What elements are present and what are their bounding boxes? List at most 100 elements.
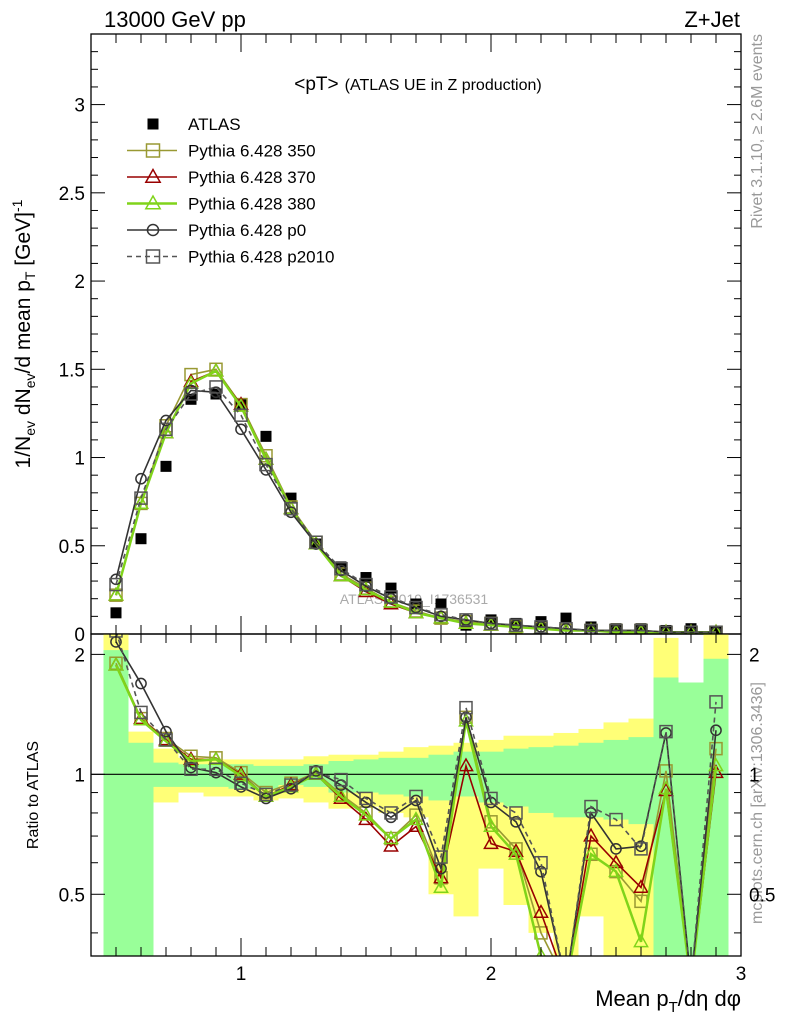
ratio-series-line <box>115 641 717 956</box>
main-data-point <box>484 616 498 631</box>
main-data-point <box>359 577 373 592</box>
ratio-ytick-label-right: 0.5 <box>749 885 775 906</box>
main-ytick-label: 0 <box>74 625 85 646</box>
ratio-data-point <box>633 933 649 948</box>
main-panel: <pT> (ATLAS UE in Z production) 1/Nev dNe… <box>9 33 742 646</box>
ratio-xtick-label: 2 <box>486 964 497 985</box>
ratio-band-stat <box>428 754 454 801</box>
ratio-series-line <box>116 634 717 956</box>
main-data-point <box>184 387 198 401</box>
ratio-data-point <box>309 765 323 780</box>
ratio-data-point <box>234 776 248 790</box>
ratio-data-point <box>709 741 723 756</box>
main-data-point <box>335 561 347 573</box>
main-data-point <box>710 626 722 634</box>
main-data-point <box>309 535 323 549</box>
main-y-axis-label: 1/Nev dNev/d mean pT [GeV]-1 <box>9 199 38 468</box>
legend-label: Pythia 6.428 380 <box>188 195 316 214</box>
main-data-point <box>534 620 548 634</box>
main-data-point <box>609 623 623 634</box>
main-data-point <box>109 577 123 592</box>
legend-marker <box>144 194 162 210</box>
main-data-point <box>635 623 647 634</box>
ratio-xtick-label: 1 <box>236 964 247 985</box>
main-data-point <box>285 492 297 504</box>
ratio-data-point <box>358 806 374 821</box>
main-data-point <box>660 623 672 634</box>
ratio-data-point <box>235 781 247 793</box>
ratio-data-point <box>184 762 198 776</box>
ylabel-part-d: ev <box>22 373 38 388</box>
ratio-data-point <box>559 976 572 988</box>
ratio-band-stat <box>603 739 629 820</box>
main-data-point <box>459 613 473 627</box>
ratio-data-point <box>285 782 297 795</box>
main-data-point <box>259 457 273 472</box>
ratio-data-point <box>609 812 623 827</box>
main-data-point <box>384 590 398 604</box>
main-axis-ticks: 0 0.5 1 1.5 2 2.5 3 <box>59 33 742 646</box>
legend-label: ATLAS <box>188 115 241 134</box>
ratio-data-point <box>658 780 674 795</box>
ratio-data-point <box>608 863 624 878</box>
ratio-panel: 0.5 0.5 1 1 2 2 1 2 3 Ratio to ATLAS Mean pT/dη … <box>25 633 775 1016</box>
legend-marker <box>146 223 160 237</box>
legend-marker <box>145 143 161 158</box>
legend-label: Pythia 6.428 p2010 <box>188 248 335 267</box>
header-right: Z+Jet <box>684 7 740 32</box>
legend-label: Pythia 6.428 350 <box>188 142 316 161</box>
main-data-point <box>409 600 423 615</box>
main-series-5 <box>109 380 723 634</box>
xlabel-part-a: Mean p <box>595 986 668 1011</box>
ratio-data-point <box>508 845 524 860</box>
ratio-band-stat <box>253 765 279 789</box>
ratio-series <box>108 634 724 988</box>
mcplots-label: mcplots.cern.ch [arXiv:1306.3436] <box>749 682 766 924</box>
main-data-point <box>410 601 422 614</box>
main-ytick-label: 2.5 <box>59 184 85 205</box>
main-data-point <box>709 625 723 634</box>
main-ytick-label: 0.5 <box>59 537 85 558</box>
legend-marker <box>145 249 161 264</box>
main-data-point <box>160 414 172 427</box>
ratio-ytick-label-right: 2 <box>749 645 760 666</box>
ratio-data-point <box>458 757 474 772</box>
main-data-point <box>310 538 322 550</box>
ratio-data-point <box>209 762 223 776</box>
legend-label: Pythia 6.428 p0 <box>188 221 306 240</box>
ratio-data-point <box>534 855 548 870</box>
ratio-data-point <box>183 752 199 767</box>
main-data-point <box>710 623 722 634</box>
ylabel-part-h: -1 <box>9 199 25 212</box>
main-data-point <box>710 626 722 634</box>
ratio-data-point <box>159 733 173 747</box>
ratio-data-point <box>160 725 172 738</box>
main-data-point <box>135 472 147 485</box>
main-data-point <box>235 423 247 436</box>
main-data-point <box>434 607 448 622</box>
ratio-band-stat <box>128 742 154 956</box>
main-data-point <box>284 501 298 516</box>
legend-marker <box>144 167 162 183</box>
ylabel-part-g: [GeV] <box>12 212 35 272</box>
main-series-0 <box>110 388 722 634</box>
ratio-ytick-label-right: 1 <box>749 765 760 786</box>
rivet-label: Rivet 3.1.10, ≥ 2.6M events <box>749 34 766 229</box>
ratio-data-point <box>185 761 197 774</box>
main-ytick-label: 1.5 <box>59 360 85 381</box>
main-title-main: <pT> <box>294 74 338 95</box>
ratio-band-stat <box>528 747 554 813</box>
ratio-series-line <box>114 664 718 956</box>
ratio-data-point <box>608 854 624 869</box>
ratio-band-stat <box>503 748 529 807</box>
main-data-point <box>509 618 523 632</box>
xlabel-part-c: /dη dφ <box>678 986 741 1011</box>
main-data-point <box>158 424 174 439</box>
ratio-data-point <box>334 772 348 787</box>
main-data-point <box>458 614 474 629</box>
ratio-data-point <box>108 656 124 671</box>
ylabel-part-c: dN <box>12 388 35 421</box>
main-data-point <box>260 430 272 442</box>
ratio-xtick-label: 3 <box>736 964 747 985</box>
main-ytick-label: 1 <box>74 449 85 470</box>
